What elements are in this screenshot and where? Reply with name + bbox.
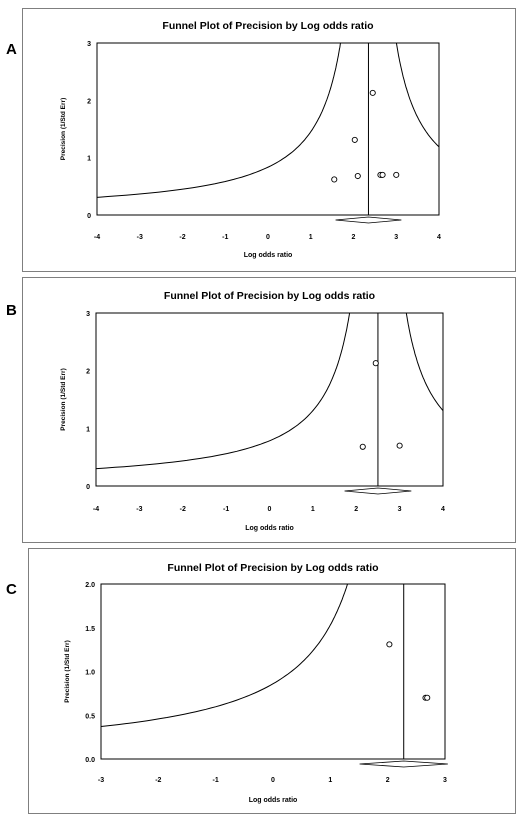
x-tick-label: 2 bbox=[352, 234, 356, 241]
x-tick-label: -1 bbox=[213, 777, 219, 784]
plot-frame bbox=[95, 312, 444, 487]
x-tick-label: -4 bbox=[94, 234, 100, 241]
funnel-left-boundary bbox=[101, 584, 349, 728]
x-tick-label: 1 bbox=[311, 506, 315, 513]
x-tick-label: -3 bbox=[137, 234, 143, 241]
y-tick-label: 2.0 bbox=[85, 582, 95, 589]
x-tick-label: 0 bbox=[266, 234, 270, 241]
y-tick-label: 3 bbox=[86, 311, 90, 318]
study-point bbox=[396, 442, 403, 449]
y-tick-label: 3 bbox=[87, 41, 91, 48]
x-tick-label: -3 bbox=[136, 506, 142, 513]
y-tick-label: 2 bbox=[86, 369, 90, 376]
study-point bbox=[424, 694, 431, 701]
funnel-right-boundary bbox=[405, 313, 443, 412]
x-tick-label: 2 bbox=[386, 777, 390, 784]
y-tick-label: 1 bbox=[87, 156, 91, 163]
study-point bbox=[331, 176, 338, 183]
chart-panel-a: Funnel Plot of Precision by Log odds rat… bbox=[22, 8, 516, 272]
x-tick-label: 2 bbox=[354, 506, 358, 513]
funnel-plot-a: Funnel Plot of Precision by Log odds rat… bbox=[60, 20, 441, 259]
x-tick-label: -3 bbox=[98, 777, 104, 784]
y-axis-label: Precision (1/Std Err) bbox=[64, 640, 71, 703]
study-point bbox=[354, 172, 361, 180]
plot-frame bbox=[96, 42, 440, 216]
x-tick-label: -2 bbox=[155, 777, 161, 784]
summary-diamond bbox=[359, 760, 448, 768]
funnel-left-boundary bbox=[97, 43, 342, 198]
funnel-plot-b: Funnel Plot of Precision by Log odds rat… bbox=[60, 290, 445, 532]
y-tick-label: 0 bbox=[86, 484, 90, 491]
y-tick-label: 0 bbox=[87, 213, 91, 220]
x-axis-label: Log odds ratio bbox=[249, 797, 298, 804]
study-point bbox=[369, 89, 376, 96]
study-point bbox=[359, 443, 366, 450]
study-point bbox=[379, 171, 386, 178]
x-tick-label: -1 bbox=[222, 234, 228, 241]
x-tick-label: -2 bbox=[180, 506, 186, 513]
x-tick-label: 4 bbox=[441, 506, 445, 513]
panel-letter-a: A bbox=[6, 41, 17, 58]
x-tick-label: 1 bbox=[309, 234, 313, 241]
summary-diamond bbox=[344, 487, 412, 495]
funnel-left-boundary bbox=[96, 313, 351, 470]
x-tick-label: 0 bbox=[271, 777, 275, 784]
chart-panel-b: Funnel Plot of Precision by Log odds rat… bbox=[22, 277, 516, 543]
plot-frame bbox=[100, 583, 446, 760]
y-tick-label: 1.0 bbox=[85, 670, 95, 677]
y-tick-label: 0.5 bbox=[85, 713, 95, 720]
funnel-plot-c: Funnel Plot of Precision by Log odds rat… bbox=[64, 549, 515, 804]
y-tick-label: 1.5 bbox=[85, 626, 95, 633]
x-axis-label: Log odds ratio bbox=[244, 252, 293, 259]
study-point bbox=[372, 360, 379, 367]
chart-title: Funnel Plot of Precision by Log odds rat… bbox=[167, 562, 378, 574]
chart-panel-c: Funnel Plot of Precision by Log odds rat… bbox=[28, 548, 516, 814]
x-tick-label: 4 bbox=[437, 234, 441, 241]
x-tick-label: 3 bbox=[443, 777, 447, 784]
chart-title: Funnel Plot of Precision by Log odds rat… bbox=[164, 290, 375, 302]
x-axis-label: Log odds ratio bbox=[245, 525, 294, 532]
y-axis-label: Precision (1/Std Err) bbox=[60, 98, 67, 161]
funnel-right-boundary bbox=[395, 43, 439, 148]
panel-letter-c: C bbox=[6, 581, 17, 598]
study-point bbox=[393, 171, 400, 178]
x-tick-label: -1 bbox=[223, 506, 229, 513]
y-tick-label: 1 bbox=[86, 426, 90, 433]
x-tick-label: 3 bbox=[394, 234, 398, 241]
y-tick-label: 2 bbox=[87, 98, 91, 105]
chart-title: Funnel Plot of Precision by Log odds rat… bbox=[162, 20, 373, 32]
x-tick-label: 3 bbox=[398, 506, 402, 513]
panel-letter-b: B bbox=[6, 302, 17, 319]
funnel-right-boundary bbox=[441, 549, 515, 738]
x-tick-label: 1 bbox=[328, 777, 332, 784]
summary-diamond bbox=[335, 216, 402, 224]
y-axis-label: Precision (1/Std Err) bbox=[60, 368, 67, 431]
x-tick-label: -4 bbox=[93, 506, 99, 513]
study-point bbox=[386, 641, 393, 648]
study-point bbox=[351, 136, 358, 143]
x-tick-label: 0 bbox=[268, 506, 272, 513]
y-tick-label: 0.0 bbox=[85, 757, 95, 764]
x-tick-label: -2 bbox=[179, 234, 185, 241]
